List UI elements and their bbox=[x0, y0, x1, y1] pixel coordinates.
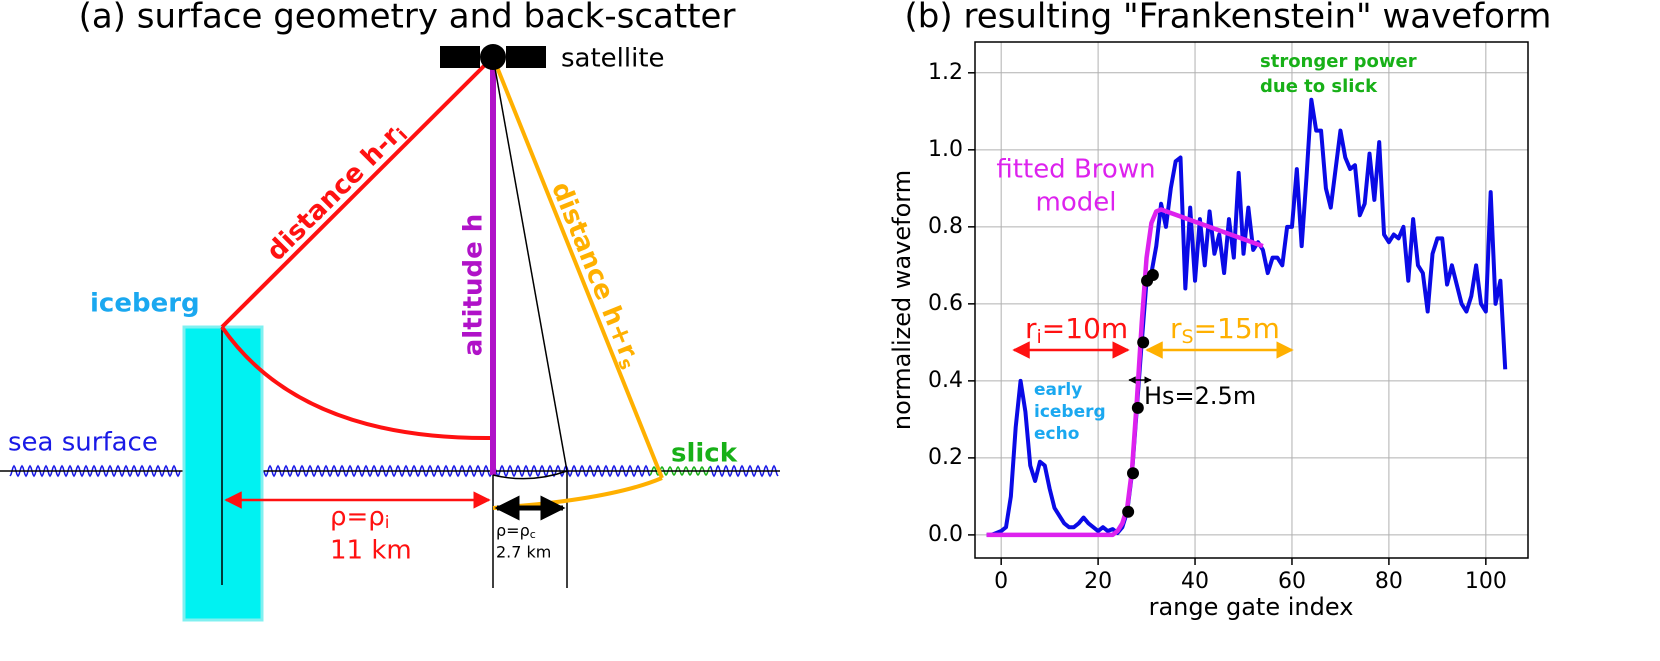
x-axis-label: range gate index bbox=[1149, 593, 1354, 621]
y-tick-label: 1.2 bbox=[928, 60, 963, 85]
annotation: early bbox=[1034, 380, 1082, 400]
text-part: distance h-r bbox=[261, 121, 407, 267]
y-tick-label: 0.2 bbox=[928, 445, 963, 470]
y-axis-label: normalized waveform bbox=[888, 170, 916, 430]
annotation: rS=15m bbox=[1170, 312, 1280, 348]
data-point bbox=[1131, 401, 1144, 414]
data-point bbox=[1122, 505, 1135, 518]
data-point bbox=[1127, 467, 1139, 480]
chart-title: (b) resulting "Frankenstein" waveform bbox=[905, 0, 1552, 37]
subscript: i bbox=[385, 513, 390, 533]
y-tick-label: 1.0 bbox=[928, 137, 963, 162]
satellite-panel-right bbox=[506, 46, 546, 68]
slick-ray bbox=[491, 56, 664, 479]
footprint-ray bbox=[492, 56, 568, 472]
distance-s-label: distance h+rs bbox=[543, 178, 647, 373]
satellite-panel-left bbox=[440, 46, 480, 68]
iceberg-label: iceberg bbox=[90, 289, 200, 319]
wave bbox=[263, 464, 651, 478]
footprint-arc bbox=[492, 470, 568, 480]
annotation: iceberg bbox=[1034, 402, 1106, 422]
annotation: fitted Brown bbox=[996, 155, 1155, 185]
plot-frame bbox=[974, 41, 1529, 559]
panel-a-title: (a) surface geometry and back-scatter bbox=[79, 0, 736, 37]
y-tick-label: 0.4 bbox=[928, 368, 963, 393]
x-tick-label: 100 bbox=[1465, 569, 1507, 594]
panel-a: (a) surface geometry and back-scatter sa… bbox=[0, 0, 780, 622]
plot-area: 0 20 40 60 80 100 0.0 0.2 0.4 0.6 0.8 1.0 1.2 fitted … bbox=[928, 41, 1529, 594]
text-part: =10m bbox=[1042, 312, 1128, 345]
text-part: r bbox=[1025, 312, 1037, 345]
text-part: ρ=ρ bbox=[496, 521, 530, 540]
rho-c-value: 2.7 km bbox=[496, 543, 551, 562]
x-tick-label: 20 bbox=[1084, 569, 1112, 594]
slick-label: slick bbox=[671, 439, 738, 469]
text-part: =15m bbox=[1194, 312, 1280, 345]
rho-c-label: ρ=ρc bbox=[496, 521, 536, 542]
annotation: stronger power bbox=[1260, 51, 1417, 72]
annotation: echo bbox=[1034, 424, 1079, 444]
x-tick-label: 60 bbox=[1278, 569, 1306, 594]
text-part: distance h+r bbox=[546, 178, 644, 363]
y-tick-label: 0.8 bbox=[928, 214, 963, 239]
x-tick-label: 80 bbox=[1375, 569, 1403, 594]
panel-b: (b) resulting "Frankenstein" waveform ra… bbox=[888, 0, 1551, 621]
subscript: i bbox=[1037, 326, 1042, 348]
subscript: c bbox=[530, 528, 536, 541]
annotation: Hs=2.5m bbox=[1144, 382, 1256, 410]
series-line bbox=[986, 207, 1264, 538]
rho-i-value: 11 km bbox=[330, 536, 412, 566]
distance-i-label: distance h-ri bbox=[261, 117, 413, 269]
iceberg-ray bbox=[220, 55, 495, 329]
data-point bbox=[1137, 336, 1150, 349]
text-part: r bbox=[1170, 312, 1182, 345]
text-part: ρ=ρ bbox=[330, 502, 385, 532]
satellite-label: satellite bbox=[561, 44, 665, 74]
wave bbox=[9, 464, 181, 478]
x-tick-label: 0 bbox=[994, 569, 1008, 594]
annotation: due to slick bbox=[1260, 76, 1378, 97]
altitude-label: altitude h bbox=[459, 214, 489, 357]
y-tick-label: 0.0 bbox=[928, 522, 963, 547]
x-tick-label: 40 bbox=[1181, 569, 1209, 594]
sea-surface-label: sea surface bbox=[8, 428, 158, 458]
annotation: ri=10m bbox=[1025, 312, 1128, 348]
rho-i-label: ρ=ρi bbox=[330, 502, 390, 534]
iceberg-arc bbox=[220, 325, 494, 441]
y-tick-label: 0.6 bbox=[928, 291, 963, 316]
slick-arc bbox=[492, 476, 663, 510]
data-point bbox=[1146, 268, 1159, 281]
iceberg-block bbox=[182, 325, 264, 622]
satellite-body bbox=[480, 44, 506, 70]
subscript: S bbox=[1182, 326, 1194, 348]
series-line bbox=[986, 97, 1508, 537]
annotation: model bbox=[1036, 188, 1117, 218]
